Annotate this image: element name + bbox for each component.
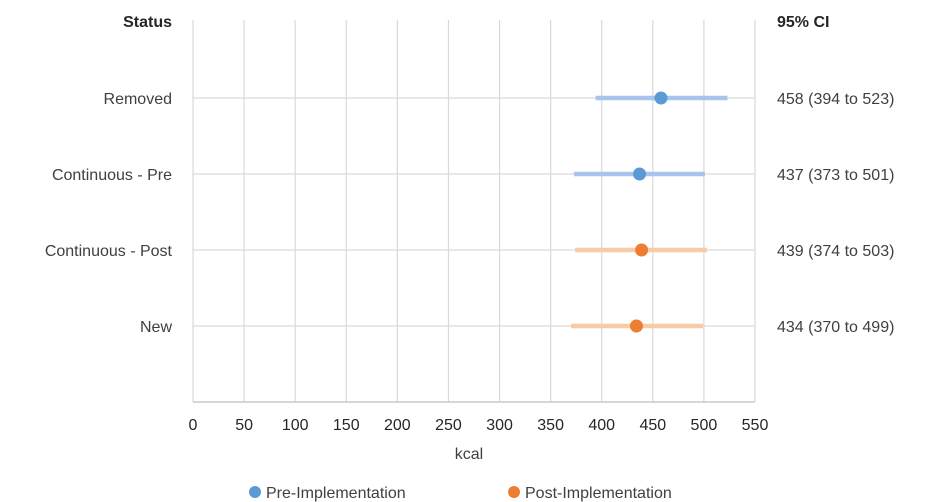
x-axis-label: kcal bbox=[455, 446, 483, 463]
category-label: Continuous - Pre bbox=[52, 167, 172, 184]
legend-marker-pre bbox=[249, 486, 261, 498]
x-tick-label: 500 bbox=[691, 417, 718, 434]
x-tick-label: 550 bbox=[742, 417, 769, 434]
point-estimate bbox=[654, 91, 668, 105]
x-tick-label: 350 bbox=[537, 417, 564, 434]
x-tick-label: 300 bbox=[486, 417, 513, 434]
point-estimate bbox=[633, 167, 647, 181]
legend-label-pre: Pre-Implementation bbox=[266, 485, 406, 502]
gridlines bbox=[192, 20, 756, 403]
x-tick-label: 50 bbox=[235, 417, 253, 434]
legend: Pre-Implementation Post-Implementation bbox=[249, 485, 672, 502]
legend-marker-post bbox=[508, 486, 520, 498]
x-tick-label: 0 bbox=[189, 417, 198, 434]
ci-label: 437 (373 to 501) bbox=[777, 167, 894, 184]
point-estimate bbox=[635, 243, 649, 257]
category-label: Removed bbox=[104, 91, 172, 108]
legend-label-post: Post-Implementation bbox=[525, 485, 672, 502]
x-tick-label: 450 bbox=[639, 417, 666, 434]
x-tick-label: 150 bbox=[333, 417, 360, 434]
ci-label: 439 (374 to 503) bbox=[777, 243, 894, 260]
category-header: Status bbox=[123, 14, 172, 31]
point-estimates bbox=[629, 91, 668, 333]
x-tick-label: 100 bbox=[282, 417, 309, 434]
ci-labels: 458 (394 to 523) 437 (373 to 501) 439 (374… bbox=[777, 91, 894, 336]
x-tick-label: 200 bbox=[384, 417, 411, 434]
category-label: New bbox=[140, 319, 172, 336]
ci-label: 434 (370 to 499) bbox=[777, 319, 894, 336]
x-tick-label: 400 bbox=[588, 417, 615, 434]
ci-header: 95% CI bbox=[777, 14, 829, 31]
point-estimate bbox=[629, 319, 643, 333]
category-labels: Removed Continuous - Pre Continuous - Post… bbox=[45, 91, 173, 336]
category-label: Continuous - Post bbox=[45, 243, 173, 260]
x-tick-labels: 0 50 100 150 200 250 300 350 400 450 500 550 bbox=[189, 417, 769, 434]
x-tick-label: 250 bbox=[435, 417, 462, 434]
ci-label: 458 (394 to 523) bbox=[777, 91, 894, 108]
